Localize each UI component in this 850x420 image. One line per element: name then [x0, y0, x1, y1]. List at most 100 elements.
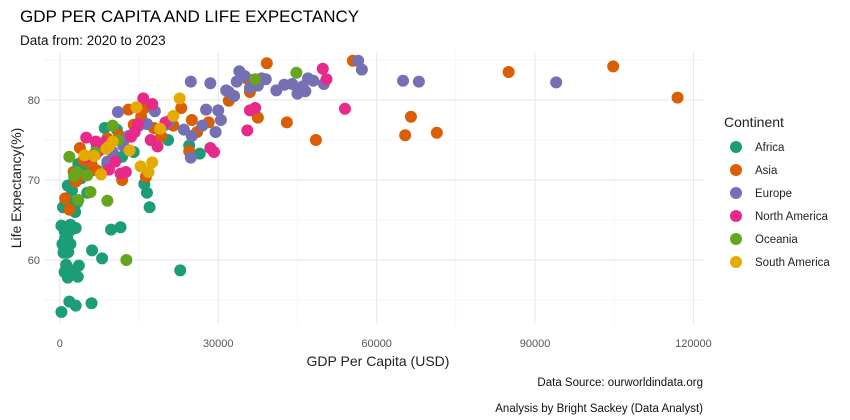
legend-label: Oceania	[755, 234, 798, 246]
point-north-america	[109, 155, 122, 168]
x-axis-title: GDP Per Capita (USD)	[307, 353, 450, 369]
point-oceania	[72, 194, 85, 206]
legend-key	[730, 187, 742, 199]
point-africa	[114, 221, 127, 234]
point-asia	[260, 57, 273, 70]
point-north-america	[131, 118, 144, 130]
point-europe	[209, 126, 222, 138]
point-africa	[86, 244, 99, 257]
point-asia	[399, 129, 412, 142]
point-oceania	[106, 119, 119, 132]
point-north-america	[151, 140, 164, 153]
point-europe	[228, 90, 241, 102]
point-oceania	[120, 254, 133, 266]
point-africa	[55, 219, 68, 232]
point-asia	[671, 91, 684, 104]
point-north-america	[208, 146, 221, 158]
point-asia	[185, 114, 198, 126]
x-tick-label: 60000	[361, 338, 392, 350]
point-europe	[185, 130, 198, 142]
point-africa	[69, 299, 82, 312]
chart-title: GDP PER CAPITA AND LIFE EXPECTANCY	[20, 7, 359, 26]
point-europe	[299, 85, 312, 98]
point-africa	[143, 201, 156, 214]
legend-key	[730, 256, 742, 268]
point-europe	[111, 106, 124, 118]
point-north-america	[316, 62, 329, 75]
point-asia	[404, 110, 417, 123]
x-tick-label: 90000	[520, 338, 551, 350]
point-south-america	[146, 156, 159, 169]
point-oceania	[249, 73, 262, 86]
point-asia	[309, 134, 322, 146]
legend-title: Continent	[724, 114, 784, 130]
point-africa	[96, 252, 109, 265]
point-africa	[72, 259, 85, 272]
point-europe	[140, 118, 153, 130]
legend-key	[730, 141, 742, 153]
chart-subtitle: Data from: 2020 to 2023	[20, 33, 166, 48]
caption-author: Analysis by Bright Sackey (Data Analyst)	[495, 403, 703, 415]
point-europe	[184, 75, 197, 88]
legend-key	[730, 210, 742, 222]
point-north-america	[137, 92, 150, 105]
point-europe	[412, 75, 425, 88]
point-north-america	[241, 124, 254, 137]
point-oceania	[290, 66, 303, 79]
y-tick-label: 70	[28, 175, 40, 187]
legend-key	[730, 233, 742, 245]
point-north-america	[249, 102, 262, 114]
point-africa	[193, 147, 206, 160]
point-asia	[59, 192, 72, 205]
point-oceania	[84, 186, 97, 198]
point-africa	[60, 258, 73, 271]
point-oceania	[101, 194, 114, 207]
point-asia	[502, 66, 515, 78]
x-tick-label: 30000	[203, 338, 234, 350]
point-south-america	[154, 122, 167, 135]
point-europe	[212, 104, 225, 117]
legend-label: Africa	[755, 142, 785, 154]
data-points	[55, 54, 684, 318]
point-europe	[550, 76, 563, 89]
point-europe	[200, 103, 213, 116]
x-axis-ticks: 0 30000 60000 90000 120000	[57, 338, 712, 350]
point-south-america	[130, 101, 143, 114]
point-europe	[397, 74, 410, 87]
point-south-america	[173, 92, 186, 105]
point-africa	[64, 218, 77, 231]
point-europe	[214, 114, 227, 126]
point-asia	[63, 203, 76, 216]
point-north-america	[146, 98, 159, 110]
point-africa	[105, 223, 118, 236]
point-asia	[430, 126, 443, 139]
point-north-america	[80, 131, 93, 144]
legend: Continent Africa Asia Europe North America O…	[724, 114, 830, 269]
point-south-america	[167, 110, 180, 122]
point-asia	[251, 111, 264, 124]
point-europe	[184, 151, 197, 164]
point-north-america	[320, 73, 333, 86]
y-tick-label: 80	[28, 95, 40, 107]
x-tick-label: 120000	[675, 338, 712, 350]
point-asia	[175, 102, 188, 114]
legend-label: North America	[755, 211, 828, 223]
point-oceania	[63, 150, 76, 163]
point-europe	[204, 77, 217, 90]
point-europe	[355, 63, 368, 76]
point-asia	[607, 60, 620, 73]
y-tick-label: 60	[28, 255, 40, 267]
point-south-america	[95, 168, 108, 181]
point-north-america	[119, 166, 132, 178]
point-europe	[286, 78, 299, 90]
legend-key	[730, 164, 742, 176]
point-africa	[55, 306, 68, 318]
x-tick-label: 0	[57, 338, 63, 350]
point-south-america	[142, 166, 155, 178]
point-africa	[174, 264, 187, 277]
legend-label: South America	[755, 257, 830, 269]
point-south-america	[78, 149, 91, 162]
point-oceania	[70, 166, 83, 178]
point-asia	[280, 116, 293, 129]
